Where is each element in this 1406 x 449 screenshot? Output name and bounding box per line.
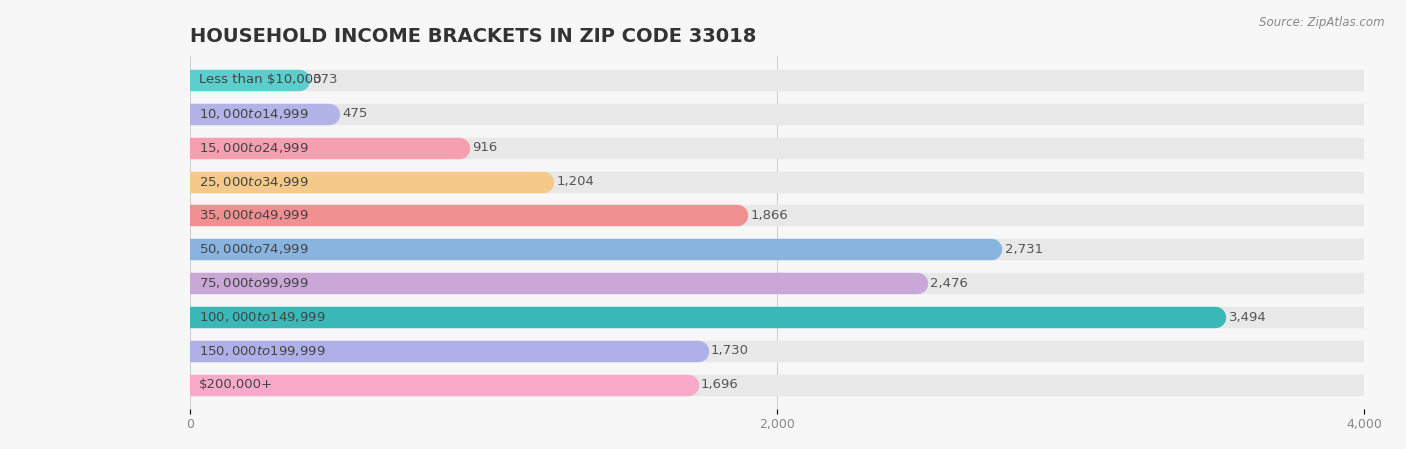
Text: $200,000+: $200,000+: [198, 379, 273, 392]
Text: 3,494: 3,494: [1229, 311, 1267, 324]
Text: 1,204: 1,204: [557, 175, 595, 188]
Text: $35,000 to $49,999: $35,000 to $49,999: [198, 208, 308, 222]
Text: 916: 916: [472, 141, 498, 154]
Text: Less than $10,000: Less than $10,000: [198, 73, 321, 86]
Text: $75,000 to $99,999: $75,000 to $99,999: [198, 276, 308, 290]
Text: Source: ZipAtlas.com: Source: ZipAtlas.com: [1260, 16, 1385, 29]
Text: 1,866: 1,866: [751, 209, 789, 222]
Text: 475: 475: [343, 107, 368, 120]
Text: $15,000 to $24,999: $15,000 to $24,999: [198, 141, 308, 154]
Text: $100,000 to $149,999: $100,000 to $149,999: [198, 310, 325, 324]
Text: 2,476: 2,476: [929, 277, 967, 290]
Text: $50,000 to $74,999: $50,000 to $74,999: [198, 242, 308, 256]
Text: HOUSEHOLD INCOME BRACKETS IN ZIP CODE 33018: HOUSEHOLD INCOME BRACKETS IN ZIP CODE 33…: [190, 27, 756, 46]
Text: 1,696: 1,696: [700, 379, 738, 392]
Text: $25,000 to $34,999: $25,000 to $34,999: [198, 175, 308, 189]
Text: $150,000 to $199,999: $150,000 to $199,999: [198, 344, 325, 358]
Text: $10,000 to $14,999: $10,000 to $14,999: [198, 107, 308, 121]
Text: 373: 373: [312, 73, 337, 86]
Text: 2,731: 2,731: [1004, 243, 1043, 256]
Text: 1,730: 1,730: [711, 344, 749, 357]
